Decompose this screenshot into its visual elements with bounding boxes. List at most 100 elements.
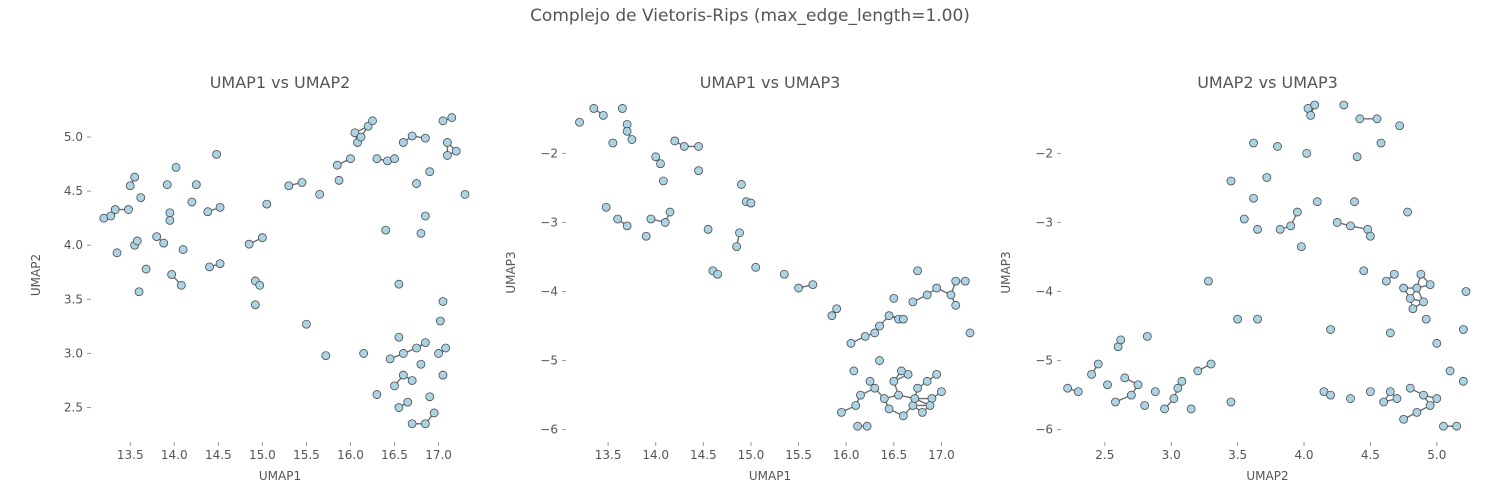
data-point <box>215 202 225 212</box>
data-point <box>110 205 120 214</box>
data-point <box>651 152 661 162</box>
data-point <box>646 214 656 224</box>
data-point <box>1103 380 1112 390</box>
data-point <box>1372 114 1382 124</box>
data-point <box>1399 283 1409 293</box>
x-tick-label: 14.0 <box>161 448 188 462</box>
data-point <box>1142 331 1152 341</box>
data-point <box>746 198 756 208</box>
data-point <box>1226 397 1236 407</box>
data-point <box>1439 421 1448 431</box>
x-tick-label: 16.0 <box>833 448 860 462</box>
data-point <box>350 128 360 138</box>
y-tick-label: 4.0 <box>64 238 83 252</box>
y-tick-label: −5 <box>540 354 558 368</box>
y-axis-label: UMAP2 <box>29 254 43 296</box>
data-point <box>946 290 956 300</box>
data-point <box>853 421 863 431</box>
data-point <box>965 328 975 338</box>
y-tick-label: 4.5 <box>64 184 83 198</box>
x-tick-label: 5.0 <box>1427 448 1446 462</box>
data-point <box>1116 335 1126 345</box>
data-point <box>255 280 265 290</box>
data-point <box>130 172 140 182</box>
data-point <box>244 239 254 249</box>
data-point <box>435 316 445 326</box>
data-point <box>403 397 413 407</box>
data-point <box>1286 221 1296 231</box>
data-point <box>694 166 703 176</box>
data-point <box>381 225 391 235</box>
data-point <box>932 369 942 379</box>
data-point <box>1405 383 1415 393</box>
data-point <box>134 287 144 297</box>
data-point <box>913 383 923 393</box>
data-point <box>1239 214 1249 224</box>
data-point <box>1126 390 1136 400</box>
data-point <box>165 208 175 218</box>
chart-title: UMAP2 vs UMAP3 <box>1197 73 1338 92</box>
data-point <box>390 154 399 164</box>
data-point <box>1249 138 1258 148</box>
x-tick-label: 17.0 <box>425 448 452 462</box>
data-point <box>407 376 417 385</box>
data-point <box>1173 383 1183 393</box>
data-point <box>438 116 448 126</box>
x-tick-label: 16.0 <box>337 448 364 462</box>
data-point <box>1273 142 1282 151</box>
data-point <box>162 180 172 190</box>
data-point <box>1296 242 1306 251</box>
data-point <box>407 131 417 141</box>
data-point <box>1292 207 1302 217</box>
data-point <box>1379 397 1389 407</box>
data-point <box>898 314 908 324</box>
data-point <box>908 297 918 307</box>
data-point <box>106 211 116 221</box>
data-point <box>865 376 875 386</box>
x-tick-label: 14.0 <box>642 448 669 462</box>
data-point <box>837 407 846 417</box>
data-point <box>332 160 342 170</box>
data-point <box>1233 314 1243 324</box>
y-axis-label: UMAP3 <box>999 251 1013 293</box>
data-point <box>398 138 408 147</box>
data-point <box>1249 193 1258 203</box>
data-point <box>203 207 213 217</box>
x-tick-label: 13.5 <box>595 448 622 462</box>
data-point <box>1405 294 1415 303</box>
data-point <box>112 248 122 258</box>
data-point <box>429 408 439 418</box>
chart-title: UMAP1 vs UMAP2 <box>210 73 351 92</box>
data-point <box>1412 407 1422 417</box>
data-point <box>1087 369 1096 379</box>
data-point <box>412 343 421 353</box>
y-tick-label: −3 <box>540 215 558 229</box>
data-point <box>1352 152 1362 162</box>
data-point <box>441 343 451 353</box>
data-point <box>1346 221 1355 231</box>
data-point <box>262 199 272 209</box>
x-tick-label: 15.0 <box>249 448 276 462</box>
data-point <box>808 280 818 289</box>
data-point <box>1366 387 1375 397</box>
data-point <box>1445 366 1455 376</box>
data-point <box>1206 359 1216 369</box>
data-point <box>1177 376 1187 386</box>
data-point <box>124 205 133 214</box>
data-point <box>1186 404 1196 414</box>
data-point <box>1346 394 1355 403</box>
x-tick-label: 16.5 <box>381 448 408 462</box>
data-point <box>1359 266 1369 276</box>
data-point <box>851 401 861 410</box>
data-point <box>1425 280 1435 289</box>
data-point <box>1355 114 1365 124</box>
data-point <box>398 370 408 380</box>
data-point <box>334 175 344 185</box>
data-point <box>1385 328 1395 338</box>
data-point <box>1302 148 1312 158</box>
data-point <box>598 110 608 120</box>
data-point <box>932 283 942 293</box>
data-point <box>862 421 872 431</box>
data-point <box>425 167 435 177</box>
data-point <box>178 245 188 254</box>
